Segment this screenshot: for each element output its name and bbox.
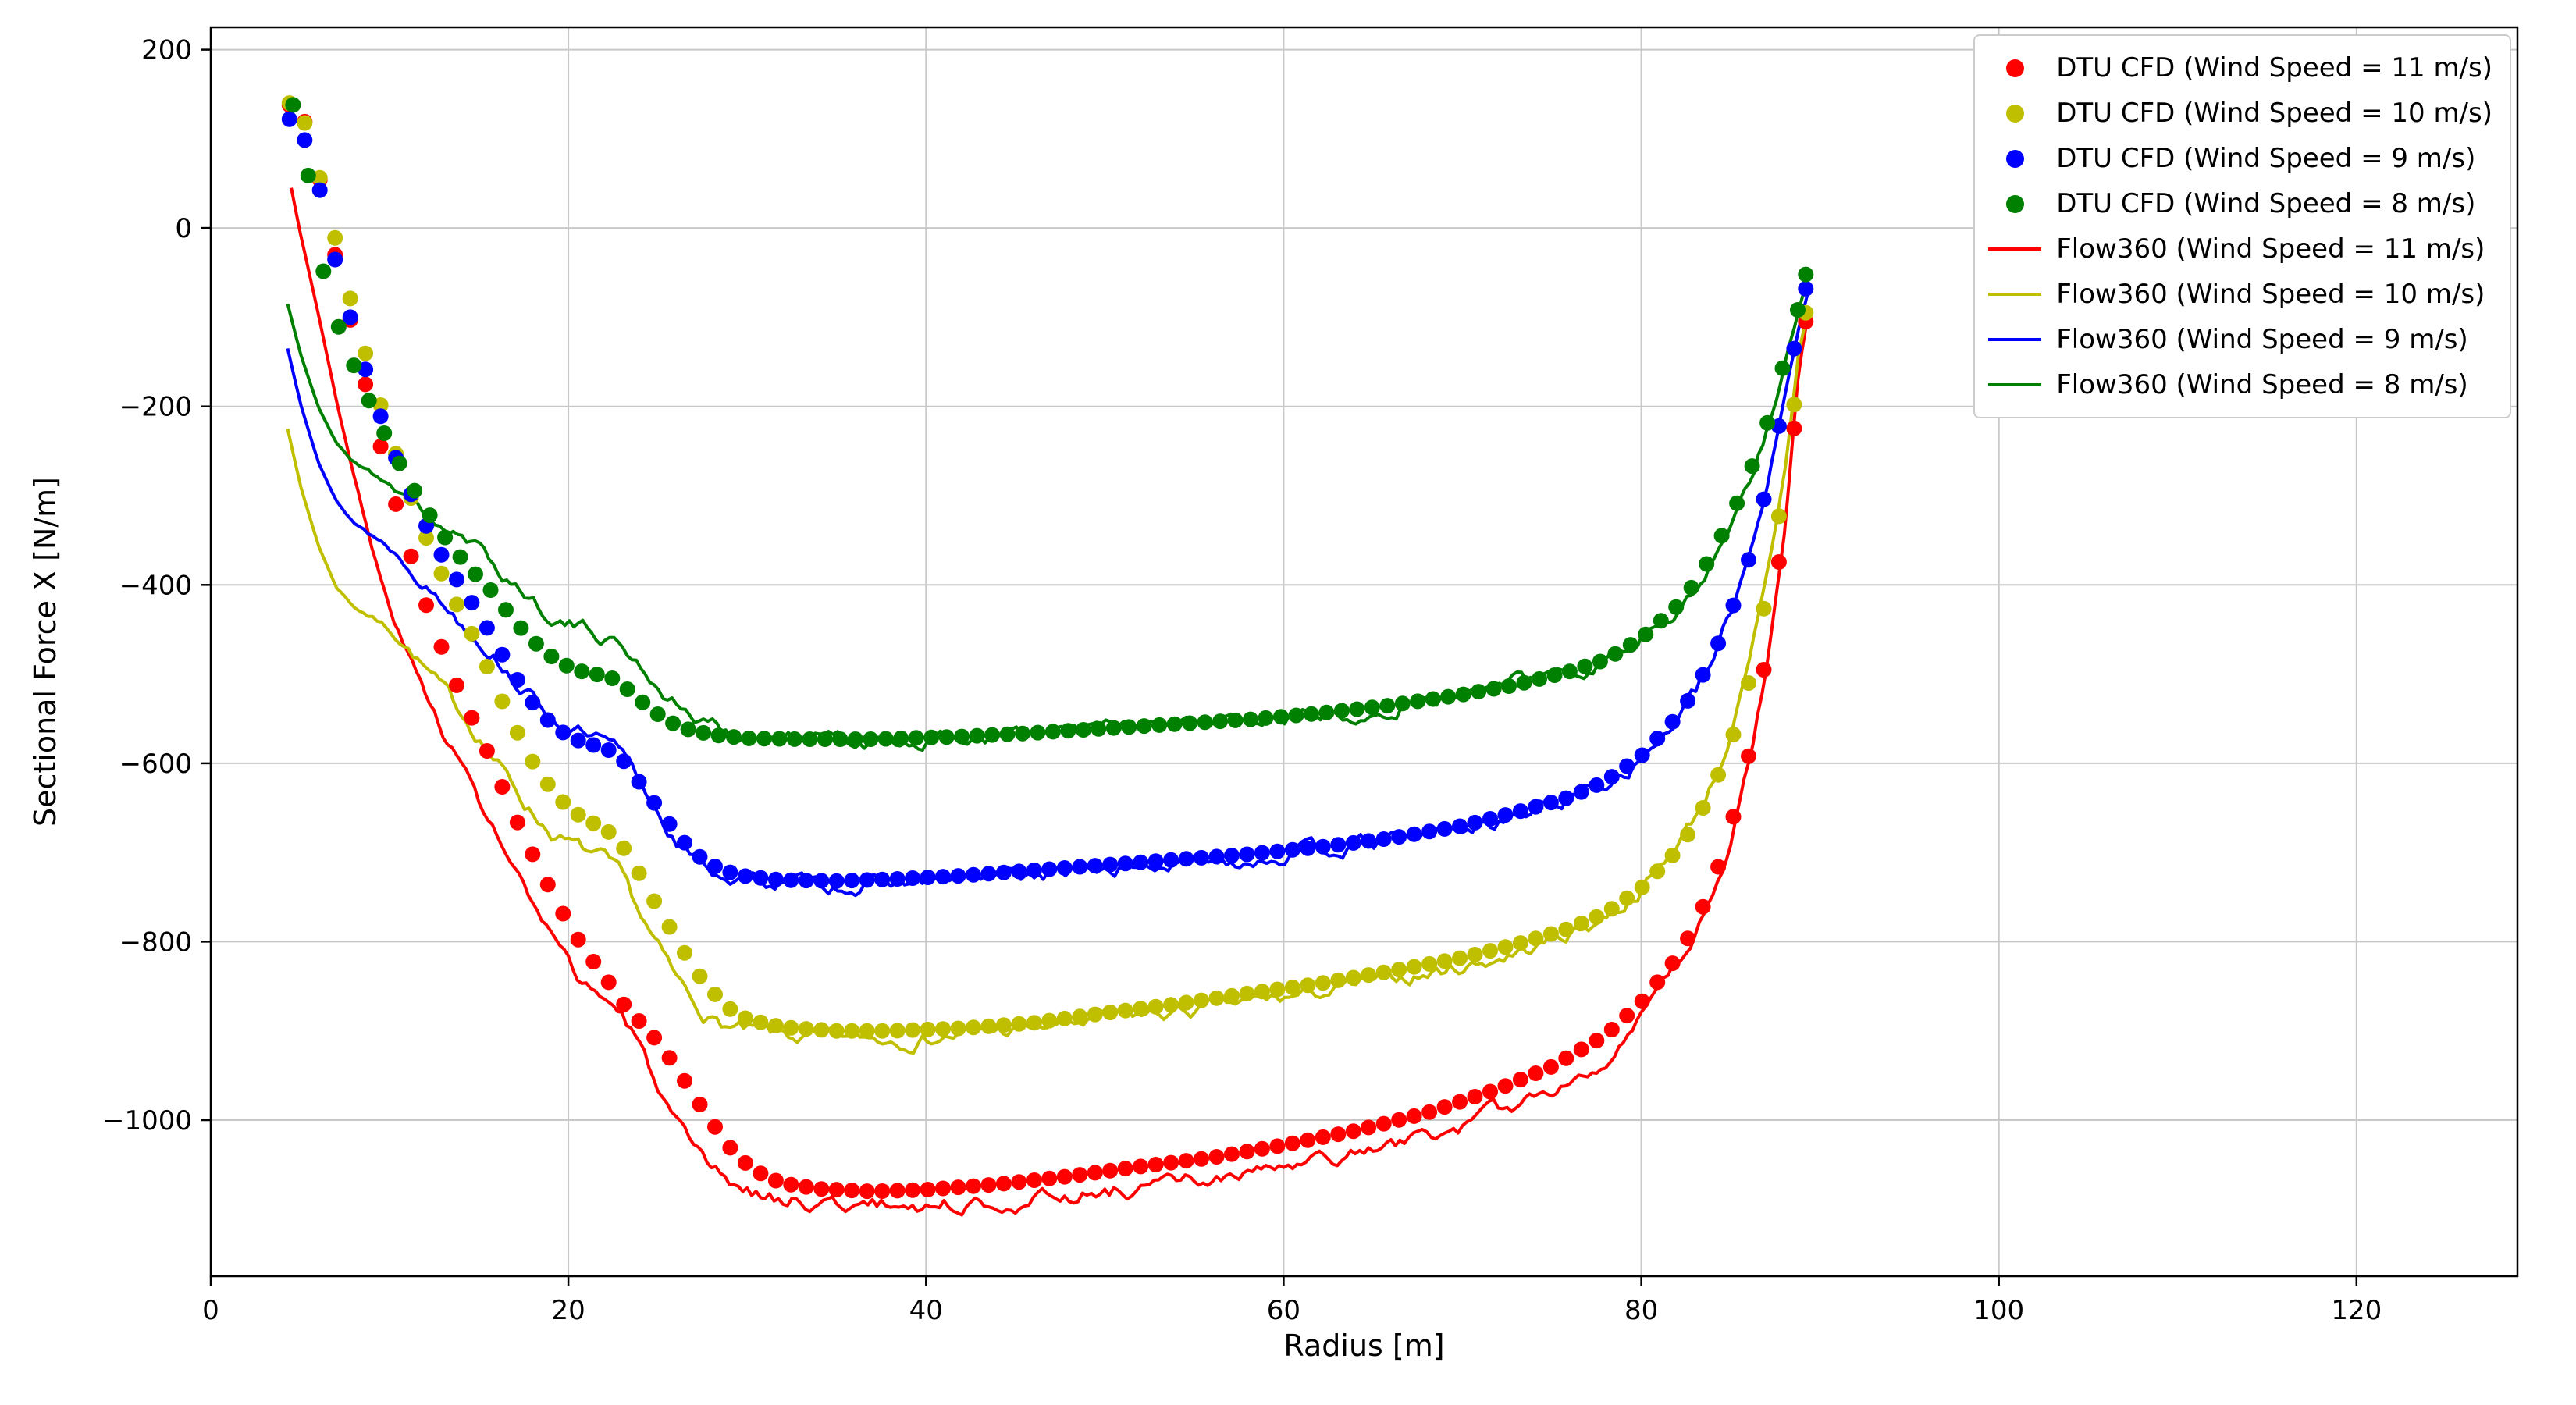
legend-label: DTU CFD (Wind Speed = 10 m/s) — [2056, 98, 2492, 129]
scatter-dot-icon — [2005, 104, 2024, 123]
series-dtu-cfd-10ms — [281, 95, 1814, 1039]
line-sample-icon — [1988, 338, 2042, 341]
legend-entry: DTU CFD (Wind Speed = 10 m/s) — [1987, 91, 2492, 136]
legend-marker-wrap — [1987, 149, 2042, 168]
svg-text:120: 120 — [2331, 1295, 2382, 1326]
legend-entry: Flow360 (Wind Speed = 8 m/s) — [1987, 362, 2492, 407]
svg-text:−800: −800 — [119, 927, 192, 958]
series-dtu-cfd-11ms — [281, 97, 1814, 1200]
line-sample-icon — [1988, 383, 2042, 386]
legend-entry: Flow360 (Wind Speed = 10 m/s) — [1987, 272, 2492, 317]
svg-text:60: 60 — [1267, 1295, 1300, 1326]
legend-marker-wrap — [1987, 247, 2042, 251]
legend-label: Flow360 (Wind Speed = 10 m/s) — [2056, 279, 2485, 310]
axes-spines — [209, 26, 2519, 1278]
svg-text:−200: −200 — [119, 392, 192, 423]
x-axis-label: Radius [m] — [1283, 1329, 1445, 1363]
series-flow360-9ms — [286, 293, 1809, 898]
legend-label: DTU CFD (Wind Speed = 11 m/s) — [2056, 52, 2492, 84]
legend-label: DTU CFD (Wind Speed = 9 m/s) — [2056, 143, 2476, 174]
svg-text:−600: −600 — [119, 749, 192, 780]
legend-marker-wrap — [1987, 338, 2042, 341]
legend: DTU CFD (Wind Speed = 11 m/s) DTU CFD (W… — [1973, 34, 2511, 418]
legend-label: Flow360 (Wind Speed = 9 m/s) — [2056, 324, 2468, 355]
legend-marker-wrap — [1987, 59, 2042, 77]
svg-text:100: 100 — [1973, 1295, 2024, 1326]
legend-label: Flow360 (Wind Speed = 8 m/s) — [2056, 369, 2468, 400]
scatter-dot-icon — [2005, 149, 2024, 168]
series-dtu-cfd-8ms — [285, 97, 1814, 747]
legend-entry: DTU CFD (Wind Speed = 9 m/s) — [1987, 136, 2492, 181]
scatter-dot-icon — [2005, 194, 2024, 213]
legend-marker-wrap — [1987, 104, 2042, 123]
legend-entry: DTU CFD (Wind Speed = 11 m/s) — [1987, 45, 2492, 91]
svg-text:0: 0 — [175, 213, 192, 244]
svg-text:40: 40 — [909, 1295, 943, 1326]
svg-text:20: 20 — [551, 1295, 585, 1326]
scatter-dot-icon — [2005, 59, 2024, 77]
line-sample-icon — [1988, 293, 2042, 296]
legend-entry: DTU CFD (Wind Speed = 8 m/s) — [1987, 181, 2492, 226]
legend-marker-wrap — [1987, 383, 2042, 386]
tick-labels: 0 20 40 60 80 100 120 200 0 −200 −400 −600 −800 −1000 — [102, 35, 2382, 1326]
legend-entry: Flow360 (Wind Speed = 9 m/s) — [1987, 317, 2492, 362]
legend-marker-wrap — [1987, 194, 2042, 213]
svg-text:0: 0 — [202, 1295, 219, 1326]
series-dtu-cfd-9ms — [281, 111, 1814, 889]
line-sample-icon — [1988, 247, 2042, 251]
legend-entry: Flow360 (Wind Speed = 11 m/s) — [1987, 226, 2492, 272]
legend-label: Flow360 (Wind Speed = 11 m/s) — [2056, 233, 2485, 265]
series-flow360-11ms — [290, 187, 1809, 1217]
legend-marker-wrap — [1987, 293, 2042, 296]
svg-text:80: 80 — [1624, 1295, 1658, 1326]
svg-text:−400: −400 — [119, 570, 192, 601]
legend-label: DTU CFD (Wind Speed = 8 m/s) — [2056, 188, 2476, 219]
y-axis-label: Sectional Force X [N/m] — [28, 476, 62, 827]
svg-text:200: 200 — [141, 35, 192, 66]
svg-text:−1000: −1000 — [102, 1105, 192, 1136]
